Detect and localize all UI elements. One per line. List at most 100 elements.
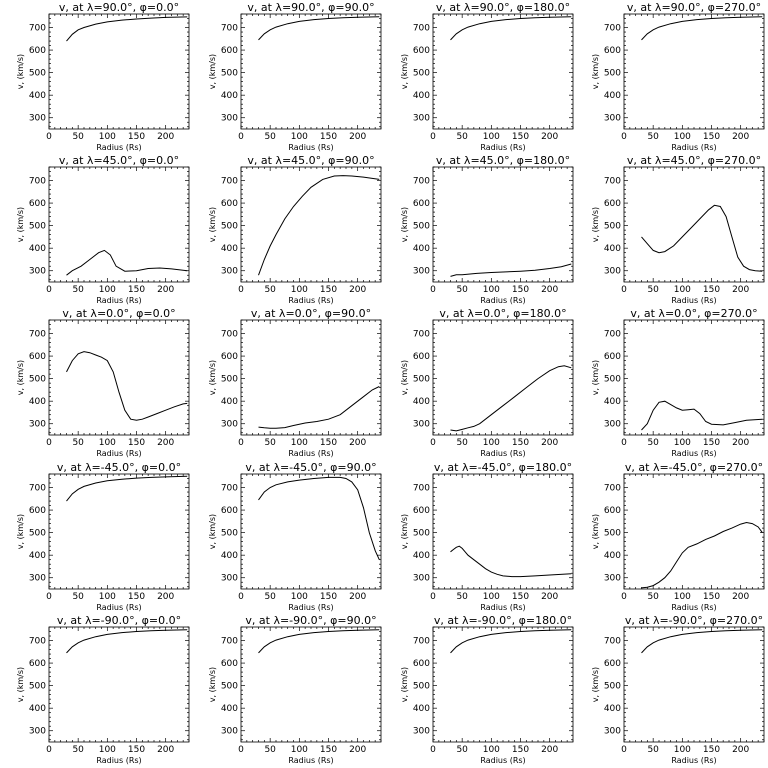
x-tick-label: 50 — [72, 285, 84, 295]
panel-title: v, at λ=90.0°, φ=90.0° — [247, 1, 374, 14]
plot-frame — [623, 13, 765, 130]
x-tick-label: 0 — [46, 132, 52, 142]
y-tick-label: 700 — [221, 24, 238, 34]
x-axis-label: Radius (Rs) — [671, 143, 716, 152]
y-tick-label: 300 — [413, 574, 430, 584]
y-tick-label: 600 — [221, 46, 238, 56]
panel-title: v, at λ=45.0°, φ=270.0° — [627, 154, 761, 167]
y-tick-label: 700 — [413, 484, 430, 494]
y-axis-label: v, (km/s) — [400, 360, 409, 395]
panel-9: v, at λ=0.0°, φ=0.0° 0 50 100 150 200 300 400 50… — [16, 307, 190, 458]
y-axis-label: v, (km/s) — [591, 54, 600, 89]
x-tick-label: 0 — [46, 745, 52, 755]
x-tick-label: 0 — [238, 132, 244, 142]
y-axis-label: v, (km/s) — [591, 207, 600, 242]
x-tick-label: 50 — [72, 132, 84, 142]
y-tick-label: 400 — [221, 704, 238, 714]
plot-frame — [240, 13, 382, 130]
y-tick-label: 600 — [29, 199, 46, 209]
y-axis-label: v, (km/s) — [400, 514, 409, 549]
panel-10: v, at λ=0.0°, φ=90.0° 0 50 100 150 200 300 400 5… — [208, 307, 382, 458]
y-tick-label: 500 — [29, 529, 46, 539]
x-tick-label: 200 — [157, 745, 174, 755]
y-tick-label: 400 — [29, 91, 46, 101]
y-tick-label: 400 — [413, 244, 430, 254]
x-tick-label: 50 — [456, 132, 468, 142]
x-tick-label: 150 — [128, 592, 145, 602]
x-axis-label: Radius (Rs) — [288, 143, 333, 152]
plot-frame — [432, 473, 574, 590]
x-tick-label: 50 — [264, 285, 276, 295]
y-tick-label: 400 — [604, 244, 621, 254]
panel-18: v, at λ=-90.0°, φ=90.0° 0 50 100 150 200 300 40… — [208, 614, 382, 765]
y-tick-label: 500 — [29, 69, 46, 79]
x-tick-label: 200 — [349, 285, 366, 295]
x-tick-label: 150 — [512, 132, 529, 142]
x-tick-label: 100 — [674, 592, 691, 602]
y-tick-label: 300 — [413, 267, 430, 277]
x-axis-label: Radius (Rs) — [96, 603, 141, 612]
y-tick-label: 400 — [221, 551, 238, 561]
x-axis-label: Radius (Rs) — [480, 756, 525, 765]
x-tick-label: 0 — [238, 438, 244, 448]
y-tick-label: 300 — [604, 267, 621, 277]
x-tick-label: 0 — [621, 285, 627, 295]
panel-title: v, at λ=-90.0°, φ=90.0° — [245, 614, 376, 627]
velocity-curve — [450, 365, 572, 432]
y-axis-label: v, (km/s) — [208, 667, 217, 702]
y-tick-label: 400 — [29, 397, 46, 407]
y-axis-label: v, (km/s) — [16, 667, 25, 702]
plot-frame — [623, 473, 765, 590]
y-tick-label: 500 — [604, 222, 621, 232]
velocity-curve — [641, 629, 763, 654]
y-axis-label: v, (km/s) — [591, 360, 600, 395]
plot-frame — [48, 473, 190, 590]
panel-1: v, at λ=90.0°, φ=0.0° 0 50 100 150 200 300 400 5… — [16, 1, 190, 152]
y-tick-label: 500 — [413, 222, 430, 232]
y-tick-label: 300 — [221, 574, 238, 584]
y-tick-label: 400 — [413, 91, 430, 101]
panel-title: v, at λ=90.0°, φ=270.0° — [627, 1, 761, 14]
y-tick-label: 700 — [604, 484, 621, 494]
x-axis-label: Radius (Rs) — [480, 296, 525, 305]
y-axis-label: v, (km/s) — [208, 514, 217, 549]
x-tick-label: 0 — [238, 592, 244, 602]
x-tick-label: 100 — [291, 285, 308, 295]
y-tick-label: 300 — [604, 114, 621, 124]
panel-12: v, at λ=0.0°, φ=270.0° 0 50 100 150 200 300 400… — [591, 307, 765, 458]
y-tick-label: 600 — [604, 199, 621, 209]
panel-19: v, at λ=-90.0°, φ=180.0° 0 50 100 150 200 300 4… — [400, 614, 574, 765]
x-tick-label: 100 — [291, 438, 308, 448]
x-tick-label: 150 — [703, 285, 720, 295]
y-tick-label: 400 — [29, 244, 46, 254]
y-axis-label: v, (km/s) — [16, 54, 25, 89]
x-tick-label: 100 — [99, 745, 116, 755]
x-tick-label: 100 — [483, 745, 500, 755]
y-tick-label: 400 — [29, 704, 46, 714]
y-tick-label: 600 — [221, 199, 238, 209]
x-tick-label: 100 — [674, 285, 691, 295]
y-tick-label: 700 — [29, 637, 46, 647]
panel-title: v, at λ=90.0°, φ=180.0° — [436, 1, 570, 14]
y-tick-label: 300 — [413, 420, 430, 430]
y-tick-label: 700 — [413, 637, 430, 647]
x-tick-label: 150 — [512, 285, 529, 295]
x-tick-label: 0 — [621, 592, 627, 602]
y-tick-label: 500 — [604, 682, 621, 692]
x-tick-label: 200 — [157, 285, 174, 295]
y-tick-label: 500 — [29, 375, 46, 385]
y-axis-label: v, (km/s) — [400, 667, 409, 702]
y-tick-label: 300 — [413, 114, 430, 124]
y-tick-label: 500 — [221, 69, 238, 79]
x-tick-label: 50 — [647, 285, 659, 295]
x-axis-label: Radius (Rs) — [671, 296, 716, 305]
y-tick-label: 300 — [29, 727, 46, 737]
y-tick-label: 700 — [221, 484, 238, 494]
velocity-curve — [66, 16, 188, 42]
x-tick-label: 0 — [430, 285, 436, 295]
panel-title: v, at λ=-90.0°, φ=0.0° — [57, 614, 181, 627]
y-tick-label: 300 — [221, 114, 238, 124]
y-tick-label: 600 — [413, 46, 430, 56]
panel-title: v, at λ=45.0°, φ=180.0° — [436, 154, 570, 167]
x-tick-label: 200 — [732, 592, 749, 602]
